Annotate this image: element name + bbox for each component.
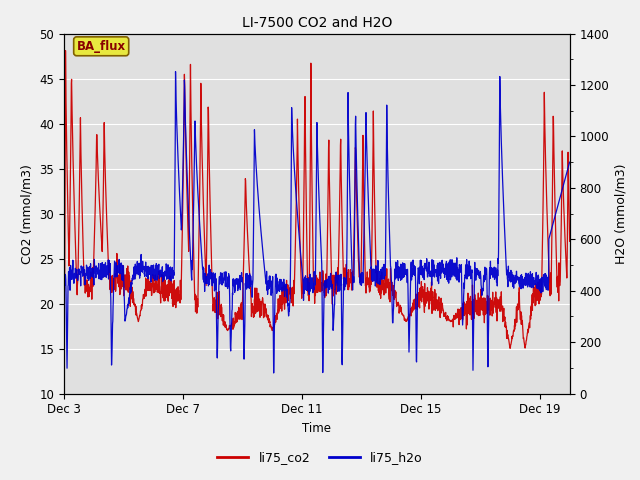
Text: BA_flux: BA_flux (77, 40, 126, 53)
Y-axis label: CO2 (mmol/m3): CO2 (mmol/m3) (21, 164, 34, 264)
Title: LI-7500 CO2 and H2O: LI-7500 CO2 and H2O (242, 16, 392, 30)
Legend: li75_co2, li75_h2o: li75_co2, li75_h2o (212, 446, 428, 469)
X-axis label: Time: Time (302, 422, 332, 435)
Y-axis label: H2O (mmol/m3): H2O (mmol/m3) (614, 163, 628, 264)
